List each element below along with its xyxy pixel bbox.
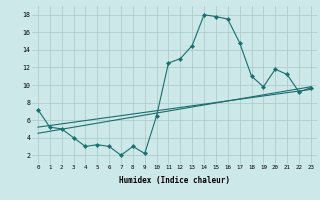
- X-axis label: Humidex (Indice chaleur): Humidex (Indice chaleur): [119, 176, 230, 185]
